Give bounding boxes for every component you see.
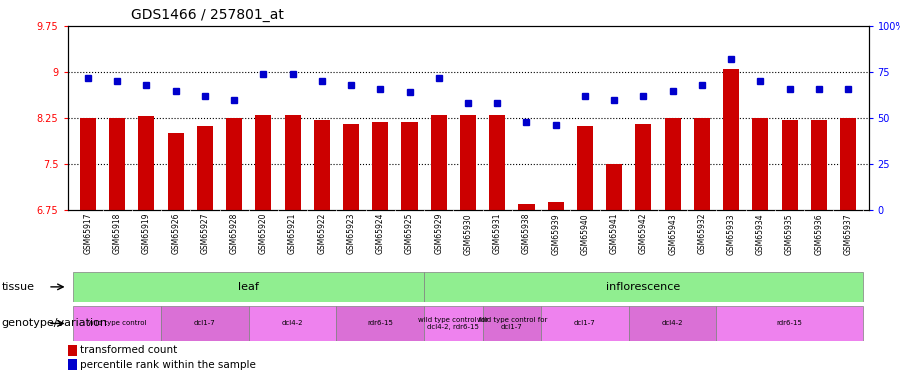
Text: GSM65928: GSM65928 [230, 213, 238, 254]
Text: GSM65935: GSM65935 [785, 213, 794, 255]
Text: GSM65926: GSM65926 [171, 213, 180, 255]
Text: GSM65930: GSM65930 [464, 213, 472, 255]
Text: GSM65918: GSM65918 [112, 213, 122, 254]
Text: GSM65934: GSM65934 [756, 213, 765, 255]
Bar [840, 118, 856, 210]
Bar [490, 115, 505, 210]
Bar [161, 306, 248, 341]
Bar [256, 115, 272, 210]
Bar [629, 306, 716, 341]
Text: wild type control: wild type control [88, 320, 147, 326]
Text: rdr6-15: rdr6-15 [777, 320, 803, 326]
Text: GSM65938: GSM65938 [522, 213, 531, 255]
Text: GSM65937: GSM65937 [843, 213, 852, 255]
Bar [337, 306, 424, 341]
Text: GSM65931: GSM65931 [492, 213, 501, 255]
Bar [197, 126, 213, 210]
Bar [752, 118, 769, 210]
Bar [541, 306, 629, 341]
Bar [343, 124, 359, 210]
Text: GSM65929: GSM65929 [435, 213, 444, 255]
Bar [781, 120, 797, 210]
Bar [606, 164, 622, 210]
Text: transformed count: transformed count [80, 345, 177, 355]
Text: GSM65932: GSM65932 [698, 213, 706, 255]
Text: rdr6-15: rdr6-15 [367, 320, 393, 326]
Bar [460, 115, 476, 210]
Bar [635, 124, 652, 210]
Text: GSM65927: GSM65927 [201, 213, 210, 255]
Text: GSM65919: GSM65919 [142, 213, 151, 255]
Text: GSM65924: GSM65924 [376, 213, 385, 255]
Text: wild type control for
dcl1-7: wild type control for dcl1-7 [477, 317, 547, 330]
Bar [664, 118, 680, 210]
Bar [401, 122, 418, 210]
Bar [482, 306, 541, 341]
Bar [109, 118, 125, 210]
Bar [314, 120, 330, 210]
Text: dcl4-2: dcl4-2 [282, 320, 303, 326]
Text: GSM65940: GSM65940 [580, 213, 590, 255]
Text: GSM65925: GSM65925 [405, 213, 414, 255]
Bar [80, 118, 96, 210]
Text: GSM65923: GSM65923 [346, 213, 356, 255]
Text: wild type control for
dcl4-2, rdr6-15: wild type control for dcl4-2, rdr6-15 [418, 317, 489, 330]
Bar [73, 272, 424, 302]
Text: GSM65920: GSM65920 [259, 213, 268, 255]
Bar [373, 122, 388, 210]
Bar [577, 126, 593, 210]
Bar [167, 134, 184, 210]
Text: GDS1466 / 257801_at: GDS1466 / 257801_at [130, 9, 284, 22]
Bar [518, 204, 535, 210]
Text: dcl4-2: dcl4-2 [662, 320, 683, 326]
Bar [68, 345, 77, 356]
Bar [424, 306, 482, 341]
Bar [248, 306, 337, 341]
Bar [723, 69, 739, 210]
Text: GSM65936: GSM65936 [814, 213, 824, 255]
Text: inflorescence: inflorescence [607, 282, 680, 292]
Text: leaf: leaf [238, 282, 259, 292]
Text: GSM65941: GSM65941 [609, 213, 618, 255]
Text: genotype/variation: genotype/variation [2, 318, 108, 328]
Bar [716, 306, 863, 341]
Text: GSM65933: GSM65933 [726, 213, 735, 255]
Text: GSM65917: GSM65917 [84, 213, 93, 255]
Bar [139, 116, 155, 210]
Text: percentile rank within the sample: percentile rank within the sample [80, 360, 256, 369]
Bar [226, 118, 242, 210]
Text: GSM65939: GSM65939 [551, 213, 560, 255]
Bar [548, 202, 563, 210]
Bar [73, 306, 161, 341]
Text: GSM65942: GSM65942 [639, 213, 648, 255]
Bar [424, 272, 863, 302]
Text: GSM65922: GSM65922 [318, 213, 327, 254]
Bar [811, 120, 827, 210]
Bar [68, 359, 77, 370]
Text: dcl1-7: dcl1-7 [194, 320, 216, 326]
Bar [694, 118, 710, 210]
Bar [284, 115, 301, 210]
Bar [431, 115, 446, 210]
Text: GSM65921: GSM65921 [288, 213, 297, 254]
Text: tissue: tissue [2, 282, 35, 292]
Text: dcl1-7: dcl1-7 [574, 320, 596, 326]
Text: GSM65943: GSM65943 [668, 213, 677, 255]
